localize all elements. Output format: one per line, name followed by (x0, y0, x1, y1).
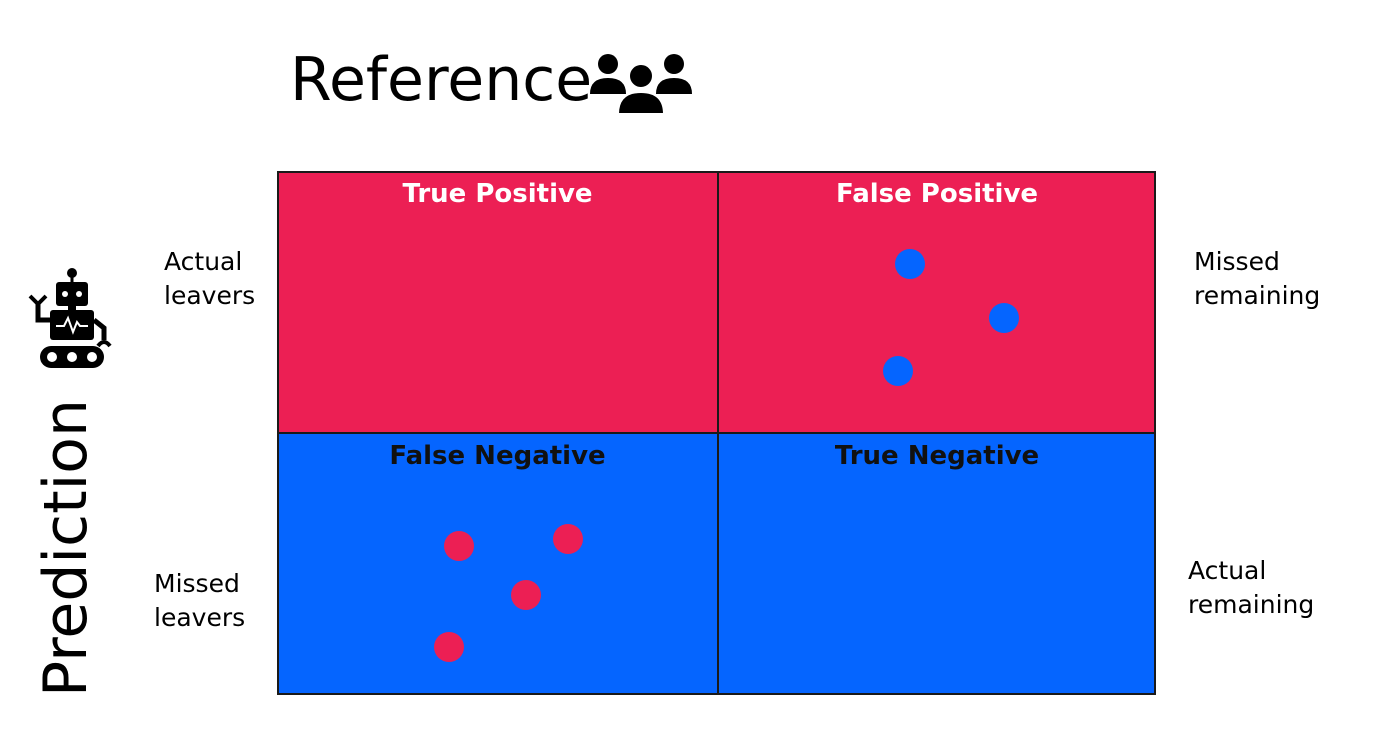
false-negative-dot (553, 524, 583, 554)
row-label-line: Missed (1194, 247, 1280, 276)
reference-title: Reference (290, 45, 593, 115)
true-negative-cell: True Negative (718, 433, 1156, 695)
row-label-line: leavers (154, 603, 246, 632)
row-label-missed-remaining: Missed remaining (1194, 245, 1320, 313)
row-label-line: Actual (164, 247, 243, 276)
matrix-border-top (277, 171, 1156, 173)
false-positive-label: False Positive (835, 179, 1039, 209)
row-label-line: leavers (164, 281, 256, 310)
row-label-line: Missed (154, 569, 240, 598)
false-positive-dot (895, 249, 925, 279)
true-positive-label: True Positive (402, 179, 593, 209)
matrix-divider-horizontal (277, 432, 1156, 434)
row-label-actual-leavers: Actual leavers (164, 245, 255, 313)
true-negative-label: True Negative (834, 441, 1040, 471)
row-label-actual-remaining: Actual remaining (1188, 554, 1314, 622)
false-negative-cell: False Negative (277, 433, 718, 695)
matrix-border-bottom (277, 693, 1156, 695)
false-negative-dot (444, 531, 474, 561)
false-negative-label: False Negative (389, 441, 606, 471)
false-negative-dot (434, 632, 464, 662)
confusion-matrix: True Positive False Positive False Negat… (277, 171, 1156, 695)
false-negative-dot (511, 580, 541, 610)
row-label-line: remaining (1194, 281, 1321, 310)
prediction-title: Prediction (31, 398, 101, 698)
people-group-icon (590, 54, 692, 114)
row-label-missed-leavers: Missed leavers (154, 567, 245, 635)
row-label-line: remaining (1188, 590, 1315, 619)
false-positive-cell: False Positive (718, 171, 1156, 433)
row-label-line: Actual (1188, 556, 1267, 585)
true-positive-cell: True Positive (277, 171, 718, 433)
false-positive-dot (989, 303, 1019, 333)
robot-icon (28, 268, 112, 368)
false-positive-dot (883, 356, 913, 386)
